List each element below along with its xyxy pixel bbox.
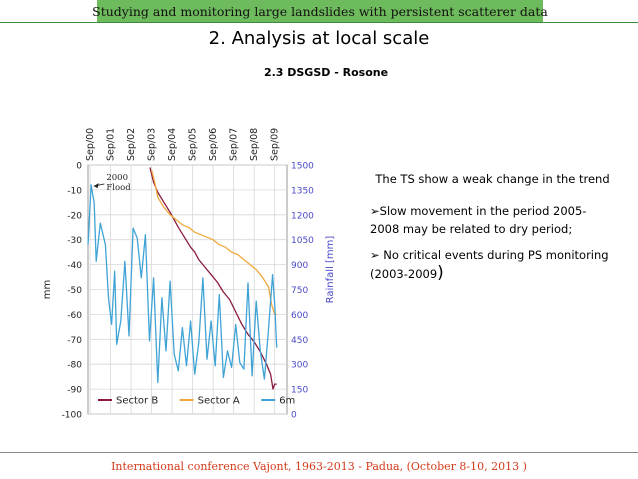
y-tick-label: -70: [67, 336, 82, 346]
series-line: [87, 184, 278, 384]
y-tick-label: -10: [67, 186, 82, 196]
y2-axis-label: Rainfall [mm]: [325, 236, 336, 304]
series-line: [150, 169, 277, 316]
y2-tick-label: 300: [291, 361, 308, 371]
bullet-text: No critical events during PS monitoring …: [370, 248, 609, 281]
y-tick-label: -90: [67, 386, 82, 396]
y2-tick-label: 600: [291, 311, 308, 321]
arrow-bullet-icon: ➢: [370, 204, 380, 218]
y-tick-label: -40: [67, 261, 82, 271]
header-banner: Studying and monitoring large landslides…: [92, 0, 548, 22]
y2-tick-label: 900: [291, 261, 308, 271]
legend-label: 6m: [279, 396, 295, 407]
slide-title: 2. Analysis at local scale: [208, 28, 430, 49]
y-tick-label: -60: [67, 311, 82, 321]
x-tick-label: Sep/05: [188, 128, 199, 161]
x-tick-label: Sep/03: [147, 128, 158, 161]
y2-tick-label: 1050: [291, 236, 314, 246]
y-axis-label: mm: [42, 280, 53, 299]
bullet-item: ➢Slow movement in the period 2005-2008 m…: [370, 202, 615, 238]
annotation-text: 2000: [106, 173, 128, 183]
y2-tick-label: 1350: [291, 186, 314, 196]
x-tick-label: Sep/01: [106, 128, 117, 161]
footer-rule: [0, 452, 638, 453]
annotation-arrow-head: [93, 183, 99, 189]
y-tick-label: -30: [67, 236, 82, 246]
header-rule: [0, 22, 638, 23]
x-tick-label: Sep/02: [126, 128, 137, 161]
x-tick-label: Sep/04: [167, 128, 178, 161]
annotation-text: Flood: [106, 183, 131, 193]
y2-tick-label: 1500: [291, 162, 314, 172]
x-tick-label: Sep/00: [85, 128, 96, 161]
observation-text: The TS show a weak change in the trend: [375, 172, 610, 186]
footer-text: International conference Vajont, 1963-20…: [111, 460, 527, 473]
header-text: Studying and monitoring large landslides…: [92, 3, 548, 19]
y2-tick-label: 0: [291, 411, 297, 421]
arrow-bullet-icon: ➢: [370, 248, 380, 262]
y-tick-label: -20: [67, 211, 82, 221]
legend-label: Sector A: [198, 396, 240, 407]
y2-tick-label: 450: [291, 336, 308, 346]
legend-label: Sector B: [116, 396, 158, 407]
y2-tick-label: 1200: [291, 211, 314, 221]
chart-svg: 0-10-20-30-40-50-60-70-80-90-10015001350…: [42, 128, 336, 421]
y-tick-label: -80: [67, 361, 82, 371]
x-tick-label: Sep/07: [229, 128, 240, 161]
chart: 0 -10 -20 -30 -40 -50 -60 -70 -80 -90 -100 1500 1350…: [40, 112, 340, 430]
bullet-item: ➢ No critical events during PS monitorin…: [370, 246, 615, 283]
x-tick-label: Sep/09: [270, 128, 281, 161]
y-tick-label: -50: [67, 286, 82, 296]
y-tick-label: -100: [62, 411, 83, 421]
y2-tick-label: 750: [291, 286, 308, 296]
y-tick-label: 0: [76, 162, 82, 172]
y2-tick-label: 150: [291, 386, 308, 396]
x-tick-label: Sep/06: [208, 128, 219, 161]
text-block: The TS show a weak change in the trend ➢…: [370, 170, 615, 291]
slide-subtitle: 2.3 DSGSD - Rosone: [263, 66, 389, 79]
bullet-tail: ): [437, 263, 444, 283]
bullet-text: Slow movement in the period 2005-2008 ma…: [370, 204, 587, 236]
x-tick-label: Sep/08: [249, 128, 260, 161]
